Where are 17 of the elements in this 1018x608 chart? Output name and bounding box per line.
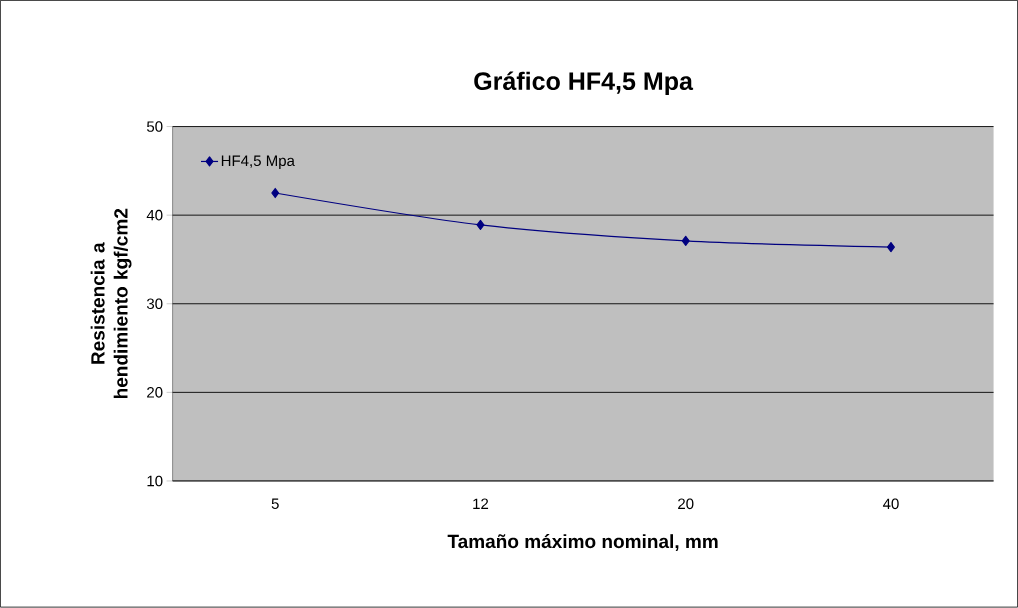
point (886, 242, 895, 253)
x-tick-label: 20 (678, 498, 694, 510)
x-tick-label: 5 (271, 498, 279, 510)
y-axis-title: Resistencia a hendimiento kgf/cm2 (90, 209, 132, 399)
point (271, 188, 280, 199)
y-tick-label: 40 (146, 210, 163, 221)
y-tick-label: 30 (146, 298, 163, 310)
point (476, 220, 485, 231)
point (681, 235, 690, 247)
chart-title: Gráfico HF4,5 Mpa (474, 71, 694, 96)
x-axis-title: Tamaño máximo nominal, mm (447, 534, 718, 552)
legend-label: HF4,5 Mpa (221, 155, 295, 170)
x-tick-label: 40 (882, 498, 899, 510)
y-tick-label: 50 (146, 121, 163, 133)
y-tick-label: 10 (147, 475, 163, 487)
x-tick-label: 12 (473, 498, 489, 510)
y-tick-label: 20 (147, 387, 163, 398)
